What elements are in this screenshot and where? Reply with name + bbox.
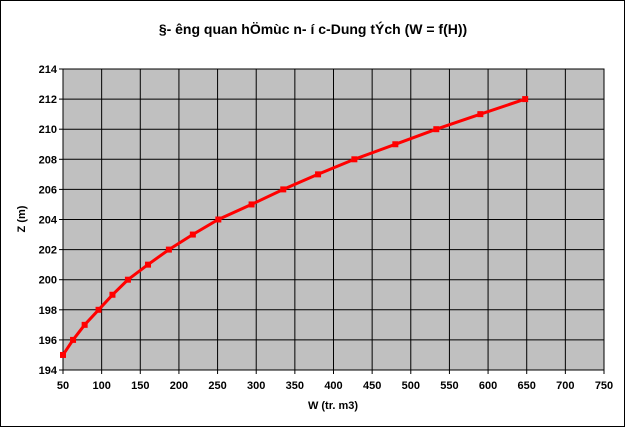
data-point [477, 111, 484, 118]
x-tick-label: 50 [57, 380, 69, 392]
y-tick-label: 214 [39, 64, 58, 76]
x-tick-label: 300 [247, 380, 265, 392]
data-point [145, 261, 152, 268]
data-point [215, 216, 222, 223]
y-tick-label: 206 [39, 184, 57, 196]
x-tick-label: 750 [595, 380, 613, 392]
gridlines [63, 69, 604, 370]
x-tick-label: 450 [363, 380, 381, 392]
y-tick-label: 194 [39, 365, 58, 377]
y-tick-label: 196 [39, 335, 57, 347]
y-tick-label: 208 [39, 154, 57, 166]
data-point [280, 186, 287, 193]
y-tick-label: 210 [39, 124, 57, 136]
data-point [109, 291, 116, 298]
x-tick-labels: 50 100 150 200 250 300 350 400 450 500 550 600 650 70… [57, 380, 613, 392]
data-points [60, 96, 529, 358]
x-tick-label: 200 [170, 380, 188, 392]
y-axis-title: Z (m) [16, 205, 28, 232]
data-point [165, 246, 172, 253]
y-tick-label: 198 [39, 305, 57, 317]
y-tick-label: 200 [39, 275, 57, 287]
y-tick-label: 202 [39, 245, 57, 257]
x-axis-title: W (tr. m3) [308, 400, 358, 412]
data-point [315, 171, 322, 178]
x-tick-label: 100 [92, 380, 110, 392]
x-tick-label: 550 [440, 380, 458, 392]
data-point [189, 231, 196, 238]
y-tick-label: 204 [39, 215, 58, 227]
x-tick-label: 400 [324, 380, 342, 392]
chart-title: §- êng quan hÖmùc n- í c-Dung tÝch (W = … [159, 20, 467, 37]
y-tick-label: 212 [39, 94, 57, 106]
x-tick-label: 700 [556, 380, 574, 392]
data-point [95, 306, 102, 313]
x-tick-label: 650 [518, 380, 536, 392]
data-point [248, 201, 255, 208]
data-point [70, 336, 77, 343]
data-point [124, 276, 131, 283]
data-point [522, 96, 529, 103]
x-tick-label: 500 [402, 380, 420, 392]
x-tick-label: 600 [479, 380, 497, 392]
x-tick-label: 150 [131, 380, 149, 392]
data-point [433, 126, 440, 133]
data-point [60, 351, 66, 358]
y-tick-labels: 194 196 198 200 202 204 206 208 210 212 214 [39, 64, 58, 377]
x-tick-label: 350 [286, 380, 304, 392]
axes [59, 68, 605, 374]
x-tick-label: 250 [208, 380, 226, 392]
data-point [351, 156, 358, 163]
data-point [392, 141, 399, 148]
data-point [81, 321, 88, 328]
